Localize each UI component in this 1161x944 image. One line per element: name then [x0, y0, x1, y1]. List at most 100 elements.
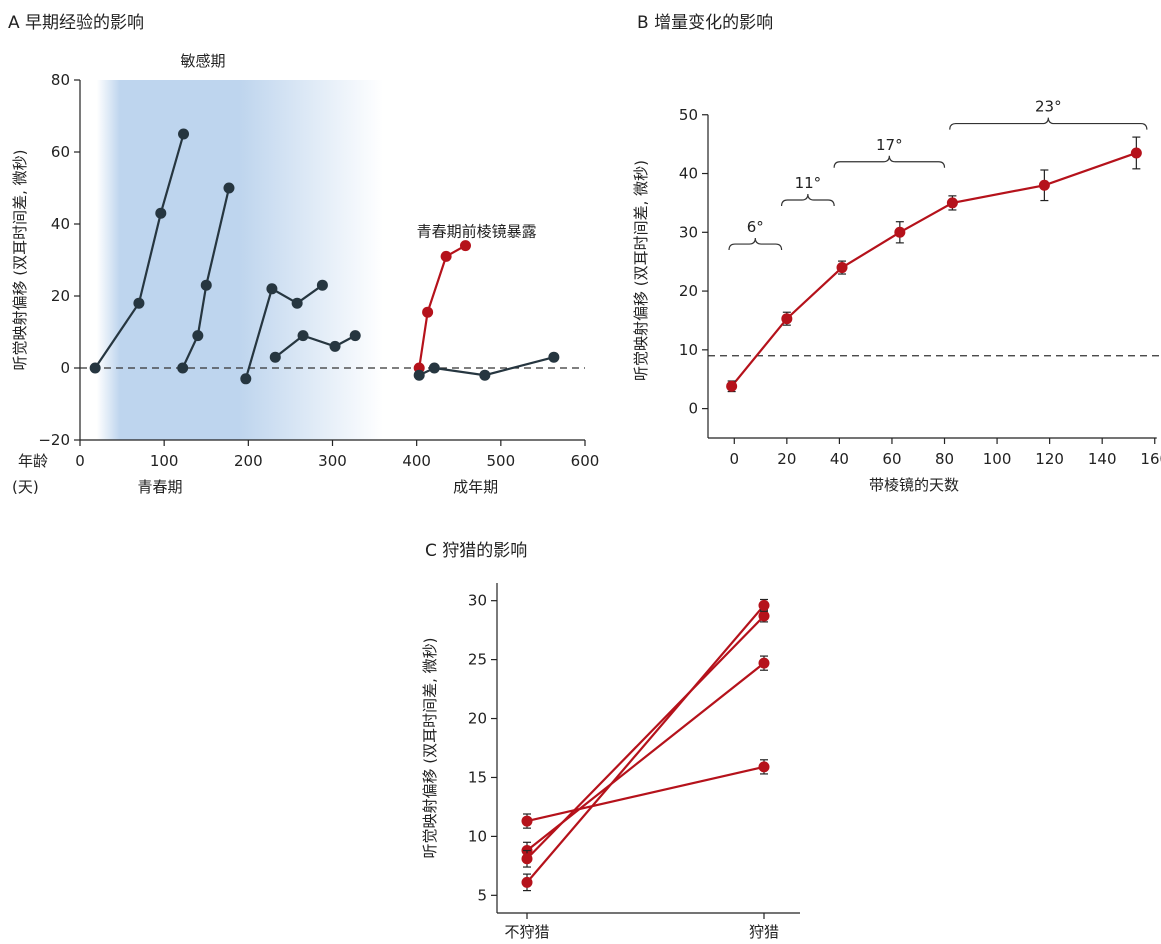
panel-a-marks: [89, 128, 560, 385]
data-point: [428, 362, 440, 374]
y-tick-label: 0: [60, 359, 70, 377]
data-point: [133, 297, 145, 309]
category-label: 不狩猎: [504, 923, 549, 941]
angle-bracket: [949, 117, 1148, 130]
data-point: [269, 351, 281, 363]
y-tick-label: 30: [468, 592, 487, 610]
data-point: [781, 313, 793, 325]
x-tick-label: 100: [983, 450, 1012, 468]
data-point: [726, 380, 738, 392]
angle-bracket-label: 11°: [795, 174, 822, 192]
data-point: [521, 815, 533, 827]
data-point: [200, 279, 212, 291]
data-point: [329, 340, 341, 352]
y-tick-label: 40: [51, 215, 70, 233]
data-point: [422, 306, 434, 318]
panel-b-title: B 增量变化的影响: [637, 13, 773, 33]
series-line: [526, 615, 765, 860]
data-point: [521, 853, 533, 865]
y-tick-label: 20: [51, 287, 70, 305]
data-point: [316, 279, 328, 291]
y-tick-label: 10: [679, 341, 698, 359]
y-tick-label: 40: [679, 165, 698, 183]
y-tick-label: 80: [51, 71, 70, 89]
adult-period-label: 成年期: [453, 478, 498, 496]
x-tick-label: 60: [882, 450, 901, 468]
data-point: [266, 283, 278, 295]
panel-b-x-axis-label: 带棱镜的天数: [869, 476, 959, 494]
panel-b: B 增量变化的影响 听觉映射偏移 (双耳时间差, 微秒) 带棱镜的天数 0 10 2…: [632, 13, 1161, 494]
panel-b-marks: [726, 136, 1142, 393]
data-point: [758, 610, 770, 622]
prepubertal-prism-label: 青春期前棱镜暴露: [417, 222, 537, 240]
angle-bracket: [833, 155, 946, 168]
x-tick-label: 200: [234, 452, 263, 470]
data-point: [1130, 147, 1142, 159]
x-tick-label: 120: [1035, 450, 1064, 468]
panel-a-y-axis-label: 听觉映射偏移 (双耳时间差, 微秒): [11, 149, 29, 370]
data-point: [946, 197, 958, 209]
data-point: [177, 362, 189, 374]
sensitive-period-label: 敏感期: [180, 52, 225, 70]
data-point: [178, 128, 190, 140]
data-point: [223, 182, 235, 194]
data-point: [192, 330, 204, 342]
data-point: [240, 373, 252, 385]
x-tick-label: 20: [777, 450, 796, 468]
x-tick-label: 400: [402, 452, 431, 470]
data-point: [894, 226, 906, 238]
panel-c: C 狩猎的影响 听觉映射偏移 (双耳时间差, 微秒) 5 10 15 20 25 30 不狩…: [421, 541, 800, 941]
juvenile-period-label: 青春期: [137, 478, 182, 496]
days-unit-label: (天): [12, 478, 39, 496]
data-point: [836, 262, 848, 274]
angle-bracket-label: 23°: [1035, 98, 1062, 116]
data-point: [548, 351, 560, 363]
x-tick-label: 80: [935, 450, 954, 468]
x-tick-label: 140: [1088, 450, 1117, 468]
series-line: [526, 604, 765, 884]
y-tick-label: 20: [679, 282, 698, 300]
data-point: [297, 330, 309, 342]
data-point: [758, 599, 770, 611]
y-tick-label: 30: [679, 223, 698, 241]
panel-c-y-axis-label: 听觉映射偏移 (双耳时间差, 微秒): [421, 637, 439, 858]
data-point: [459, 240, 471, 252]
y-tick-label: 0: [688, 400, 698, 418]
y-tick-label: 5: [477, 886, 487, 904]
angle-bracket-label: 17°: [876, 136, 903, 154]
x-tick-label: 300: [318, 452, 347, 470]
data-point: [758, 761, 770, 773]
x-tick-label: 500: [487, 452, 516, 470]
sensitive-period-shade: [96, 80, 383, 440]
panel-b-axes: 0 10 20 30 40 50 0 20 40 60 80 100 120 140 160 6° 11° 17°…: [679, 98, 1161, 468]
x-tick-label: 160: [1140, 450, 1161, 468]
data-point: [521, 876, 533, 888]
panel-b-y-axis-label: 听觉映射偏移 (双耳时间差, 微秒): [632, 160, 650, 381]
data-point: [1038, 179, 1050, 191]
y-tick-label: 25: [468, 651, 487, 669]
y-tick-label: −20: [38, 431, 70, 449]
series-line: [730, 151, 1137, 387]
series-line: [418, 356, 555, 377]
angle-bracket: [780, 193, 835, 207]
age-label: 年龄: [18, 452, 48, 470]
data-point: [89, 362, 101, 374]
x-tick-label: 100: [150, 452, 179, 470]
series-line: [244, 284, 324, 380]
data-point: [291, 297, 303, 309]
series-line: [181, 187, 231, 369]
data-point: [349, 330, 361, 342]
data-point: [479, 369, 491, 381]
y-tick-label: 15: [468, 768, 487, 786]
y-tick-label: 50: [679, 106, 698, 124]
x-tick-label: 40: [830, 450, 849, 468]
x-tick-label: 600: [571, 452, 600, 470]
data-point: [155, 207, 167, 219]
data-point: [413, 369, 425, 381]
y-tick-label: 10: [468, 827, 487, 845]
category-label: 狩猎: [749, 923, 779, 941]
panel-c-marks: [521, 598, 770, 892]
angle-bracket: [728, 238, 783, 251]
data-point: [758, 657, 770, 669]
series-line: [526, 765, 765, 823]
